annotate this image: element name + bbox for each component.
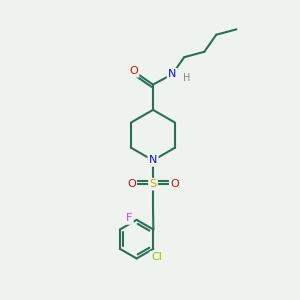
Text: O: O	[127, 179, 136, 189]
Text: H: H	[184, 73, 191, 83]
Text: Cl: Cl	[151, 252, 162, 262]
Text: O: O	[170, 179, 179, 189]
Text: N: N	[168, 69, 176, 79]
Text: N: N	[149, 155, 157, 165]
Text: S: S	[149, 179, 157, 189]
Text: F: F	[126, 213, 132, 224]
Text: O: O	[129, 66, 138, 76]
